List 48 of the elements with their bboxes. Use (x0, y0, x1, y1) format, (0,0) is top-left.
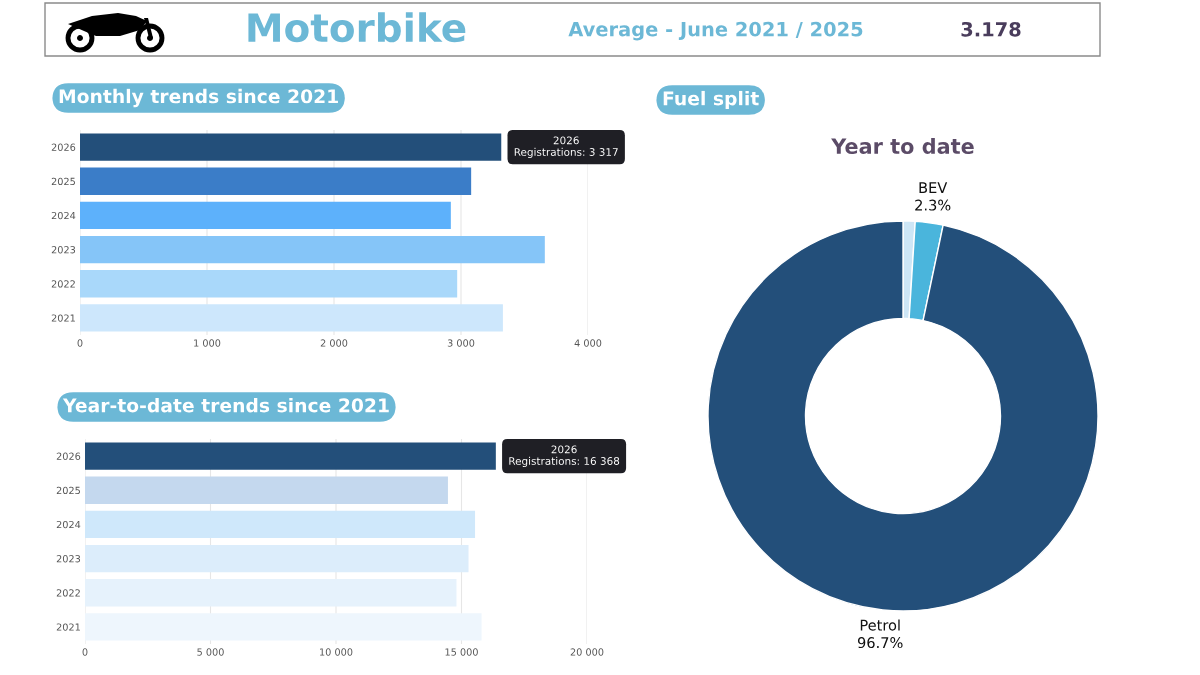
x-tick-label: 2 000 (320, 339, 348, 347)
y-tick-label: 2021 (51, 314, 75, 322)
chart-title: Fuel split (663, 90, 759, 110)
y-tick-label: 2024 (51, 211, 76, 220)
y-tick-label: 2023 (51, 246, 76, 254)
slice-label: BEV (919, 182, 948, 193)
bar (85, 544, 469, 573)
x-tick-label: 0 (82, 648, 88, 656)
x-tick-label: 4 000 (574, 339, 602, 347)
y-tick-label: 2023 (56, 555, 81, 563)
annotation: 2026 Registrations: 3 317 (514, 136, 618, 158)
x-tick-label: 0 (77, 339, 83, 347)
bar (85, 579, 457, 607)
chart-title: Year-to-date trends since 2021 (62, 397, 389, 413)
bar (85, 476, 448, 504)
y-tick-label: 2026 (56, 452, 81, 460)
bar (85, 510, 476, 539)
annotation: 2026 Registrations: 16 368 (509, 445, 620, 467)
bar (80, 201, 451, 230)
data-label: 96.7% (857, 637, 903, 649)
bar (85, 442, 496, 470)
x-tick-label: 3 000 (447, 339, 475, 347)
slice-label: Petrol (860, 619, 900, 631)
y-tick-label: 2024 (56, 520, 81, 529)
text: Average - June 2021 / 2025 (568, 21, 863, 41)
y-tick-label: 2026 (51, 143, 76, 151)
x-tick-label: 5 000 (197, 648, 224, 656)
x-tick-label: 1 000 (194, 339, 221, 347)
y-tick-label: 2021 (56, 623, 80, 631)
bar (80, 133, 502, 161)
bar (80, 167, 472, 195)
bar (80, 304, 503, 332)
x-tick-label: 20 000 (570, 648, 604, 656)
data-label: 2.3% (915, 199, 951, 211)
x-tick-label: 15 000 (445, 648, 478, 656)
bar (80, 235, 545, 264)
text: Motorbike (248, 12, 466, 43)
chart-title: Monthly trends since 2021 (59, 88, 338, 108)
bar (85, 613, 482, 641)
x-tick-label: 10 000 (320, 648, 353, 656)
chart-subtitle: Year to date (831, 137, 974, 155)
y-tick-label: 2022 (51, 280, 75, 288)
donut-slice (707, 220, 1099, 612)
bar (80, 270, 458, 298)
text: 3.178 (961, 21, 1021, 37)
y-tick-label: 2025 (56, 486, 80, 495)
y-tick-label: 2022 (56, 589, 80, 597)
y-tick-label: 2025 (51, 177, 75, 186)
